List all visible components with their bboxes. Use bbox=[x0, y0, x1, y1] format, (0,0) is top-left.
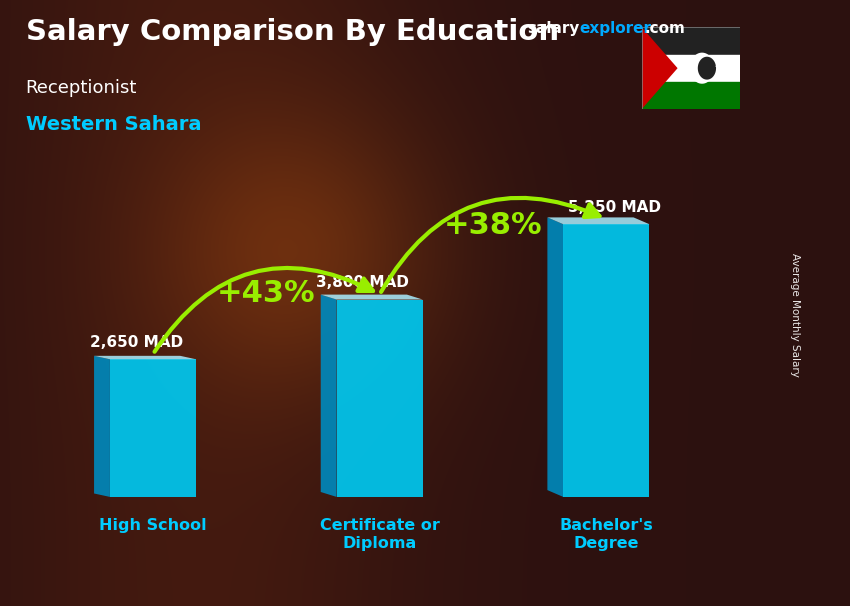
Text: .com: .com bbox=[644, 21, 685, 36]
Text: explorer: explorer bbox=[580, 21, 652, 36]
Bar bbox=[642, 55, 740, 82]
Polygon shape bbox=[337, 299, 422, 497]
Text: Receptionist: Receptionist bbox=[26, 79, 137, 97]
Text: +43%: +43% bbox=[217, 279, 315, 307]
Polygon shape bbox=[715, 61, 726, 74]
Text: Salary Comparison By Education: Salary Comparison By Education bbox=[26, 18, 558, 46]
Polygon shape bbox=[94, 356, 196, 359]
Text: 2,650 MAD: 2,650 MAD bbox=[89, 335, 183, 350]
Text: Average Monthly Salary: Average Monthly Salary bbox=[790, 253, 800, 377]
Polygon shape bbox=[320, 295, 337, 497]
Polygon shape bbox=[110, 359, 196, 497]
Text: Western Sahara: Western Sahara bbox=[26, 115, 201, 134]
Polygon shape bbox=[547, 218, 564, 497]
Polygon shape bbox=[564, 224, 649, 497]
Text: +38%: +38% bbox=[444, 211, 542, 240]
Polygon shape bbox=[642, 27, 677, 109]
Polygon shape bbox=[698, 57, 716, 79]
Polygon shape bbox=[320, 295, 422, 299]
Bar bbox=[642, 82, 740, 109]
Polygon shape bbox=[689, 53, 714, 84]
Text: salary: salary bbox=[527, 21, 580, 36]
Bar bbox=[642, 27, 740, 55]
FancyArrowPatch shape bbox=[381, 198, 599, 292]
Text: 3,800 MAD: 3,800 MAD bbox=[316, 275, 409, 290]
Text: 5,250 MAD: 5,250 MAD bbox=[568, 200, 660, 215]
FancyArrowPatch shape bbox=[155, 268, 373, 351]
Polygon shape bbox=[94, 356, 110, 497]
Polygon shape bbox=[547, 218, 649, 224]
